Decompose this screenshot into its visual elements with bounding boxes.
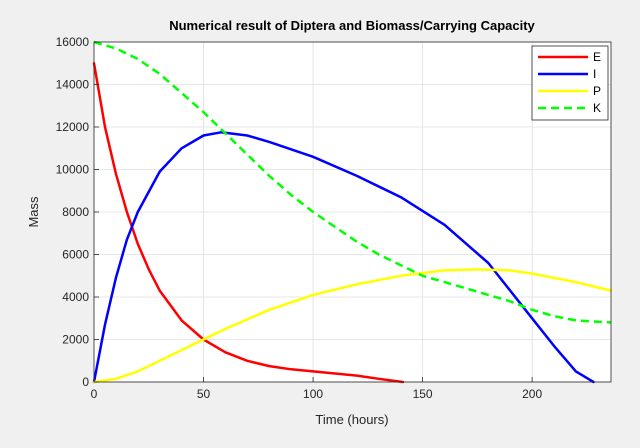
y-tick-label: 2000: [62, 333, 89, 347]
series-line-e: [92, 62, 405, 384]
y-tick-label: 6000: [62, 248, 89, 262]
x-axis-label: Time (hours): [315, 412, 388, 427]
x-tick-label: 0: [91, 387, 98, 401]
legend-label-p: P: [593, 84, 601, 98]
y-tick-label: 16000: [56, 35, 90, 49]
x-tick-label: 200: [522, 387, 542, 401]
x-tick-label: 150: [413, 387, 433, 401]
series-line-i: [92, 131, 595, 384]
y-tick-label: 10000: [56, 163, 90, 177]
series-line-k: [93, 40, 612, 324]
y-tick-label: 4000: [62, 290, 89, 304]
x-tick-label: 50: [197, 387, 211, 401]
y-tick-label: 12000: [56, 120, 90, 134]
series-layer: [92, 40, 613, 384]
ticks: 0 50 100 150 2000200040006000800010000120001…: [56, 35, 543, 401]
series-line-p: [92, 268, 613, 384]
y-tick-label: 0: [82, 375, 89, 389]
x-tick-label: 100: [303, 387, 323, 401]
legend-label-e: E: [593, 50, 601, 64]
legend-label-k: K: [593, 101, 601, 115]
y-axis-label: Mass: [26, 196, 41, 228]
y-tick-label: 14000: [56, 78, 90, 92]
legend-label-i: I: [593, 67, 596, 81]
chart-title: Numerical result of Diptera and Biomass/…: [169, 18, 535, 33]
y-tick-label: 8000: [62, 205, 89, 219]
